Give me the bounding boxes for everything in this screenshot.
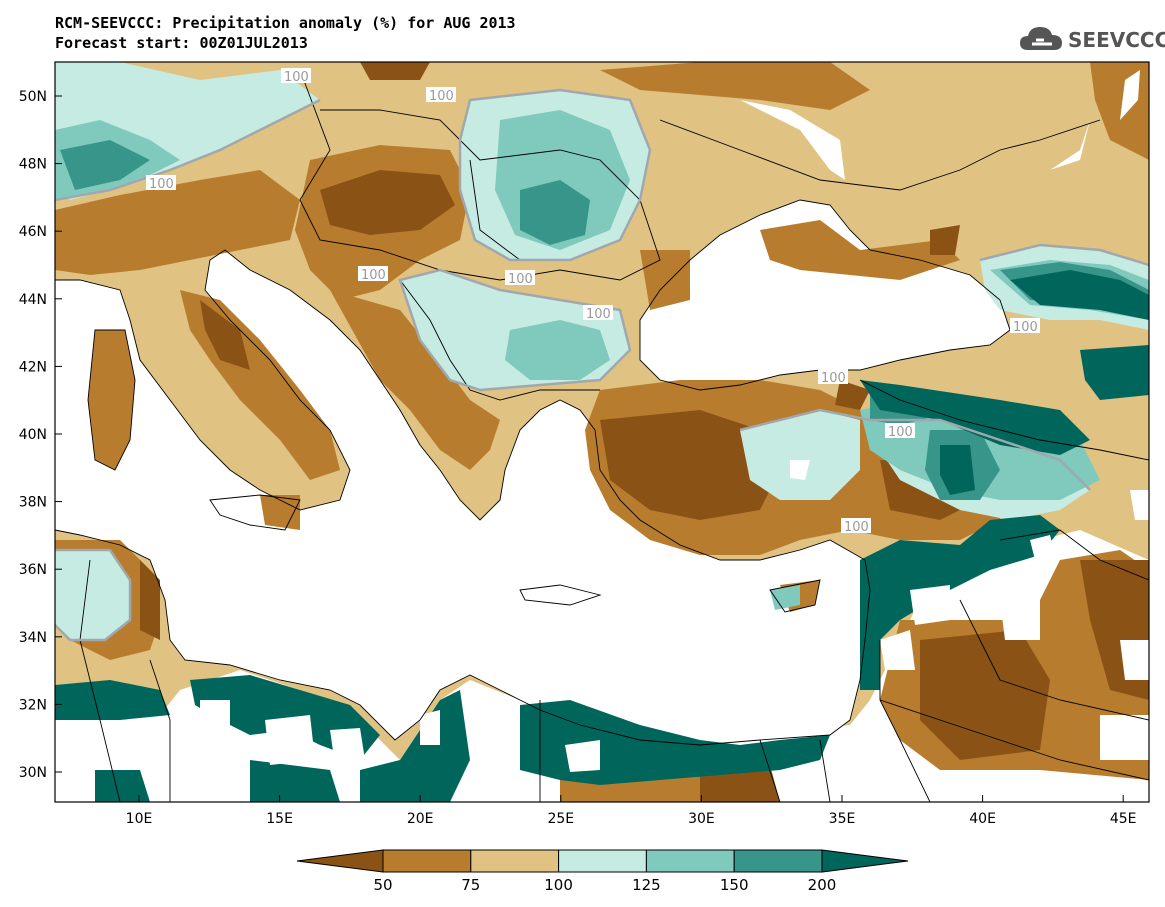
colorbar-swatch bbox=[645, 849, 735, 873]
colorbar: 50 75 100 125 150 200 bbox=[296, 849, 909, 894]
cloud-icon bbox=[1020, 27, 1062, 50]
logo-text: SEEVCCC bbox=[1068, 28, 1165, 52]
contour-label: 100 bbox=[888, 425, 913, 440]
colorbar-label: 50 bbox=[373, 876, 392, 894]
lat-label: 32N bbox=[19, 697, 47, 713]
contour-label: 100 bbox=[284, 70, 309, 85]
lon-label: 45E bbox=[1110, 811, 1137, 827]
contour-label: 100 bbox=[821, 371, 846, 386]
coastlines-and-borders bbox=[55, 69, 1149, 802]
colorbar-label: 125 bbox=[632, 876, 661, 894]
lon-label: 25E bbox=[547, 811, 574, 827]
contour-labels: 100 100 100 100 100 100 100 100 100 100 bbox=[146, 68, 1040, 535]
lon-label: 40E bbox=[969, 811, 996, 827]
map-field: 100 100 100 100 100 100 100 100 100 100 bbox=[55, 62, 1149, 802]
title-line-2: Forecast start: 00Z01JUL2013 bbox=[55, 34, 308, 52]
title-line-1: RCM-SEEVCCC: Precipitation anomaly (%) f… bbox=[55, 14, 516, 32]
lat-label: 44N bbox=[19, 292, 47, 308]
contour-label: 100 bbox=[1013, 320, 1038, 335]
lat-label: 34N bbox=[19, 630, 47, 646]
lat-label: 40N bbox=[19, 427, 47, 443]
colorbar-label: 150 bbox=[720, 876, 749, 894]
no-data-patches bbox=[200, 70, 1149, 772]
seevccc-logo: SEEVCCC bbox=[1018, 22, 1165, 56]
black-sea bbox=[640, 200, 1010, 390]
contour-label: 100 bbox=[149, 177, 174, 192]
colorbar-label: 100 bbox=[544, 876, 573, 894]
colorbar-swatch bbox=[470, 849, 560, 873]
lat-label: 48N bbox=[19, 157, 47, 173]
colorbar-swatch bbox=[733, 849, 823, 873]
chart-title: RCM-SEEVCCC: Precipitation anomaly (%) f… bbox=[55, 13, 516, 53]
contour-label: 100 bbox=[844, 520, 869, 535]
longitude-axis: 10E 15E 20E 25E 30E 35E 40E 45E bbox=[126, 795, 1137, 827]
contour-100-lines bbox=[55, 88, 1149, 642]
colorbar-swatch bbox=[558, 849, 647, 873]
lat-label: 42N bbox=[19, 359, 47, 375]
colorbar-label: 75 bbox=[461, 876, 480, 894]
lon-label: 35E bbox=[829, 811, 856, 827]
contour-label: 100 bbox=[429, 89, 454, 104]
map-frame bbox=[54, 61, 1150, 803]
latitude-axis: 50N 48N 46N 44N 42N 40N 38N 36N 34N 32N 30N bbox=[19, 89, 62, 781]
lon-label: 30E bbox=[688, 811, 715, 827]
mediterranean-sea bbox=[55, 250, 870, 745]
colorbar-swatch bbox=[382, 849, 472, 873]
lat-label: 36N bbox=[19, 562, 47, 578]
lon-label: 10E bbox=[126, 811, 153, 827]
lat-label: 30N bbox=[19, 765, 47, 781]
colorbar-low-arrow bbox=[296, 849, 384, 873]
lat-label: 38N bbox=[19, 495, 47, 511]
lat-label: 50N bbox=[19, 89, 47, 105]
colorbar-high-arrow bbox=[821, 849, 909, 873]
contour-label: 100 bbox=[586, 307, 611, 322]
contour-label: 100 bbox=[361, 268, 386, 283]
lat-label: 46N bbox=[19, 224, 47, 240]
lon-label: 20E bbox=[407, 811, 434, 827]
colorbar-label: 200 bbox=[808, 876, 837, 894]
contour-label: 100 bbox=[508, 272, 533, 287]
lon-label: 15E bbox=[266, 811, 293, 827]
